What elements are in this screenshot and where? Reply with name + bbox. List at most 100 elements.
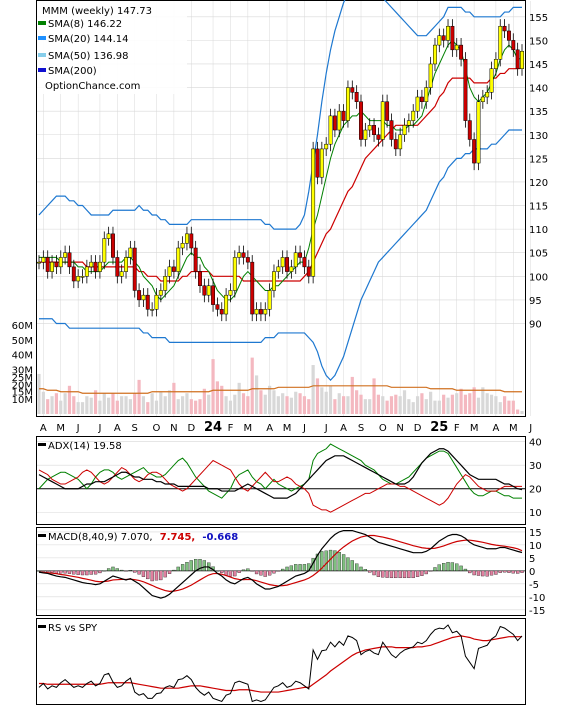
volume-bar xyxy=(302,396,307,414)
candle-body xyxy=(224,294,229,315)
volume-bar xyxy=(341,396,346,414)
volume-bar xyxy=(498,402,502,414)
macd-histogram-bar xyxy=(202,560,207,572)
candle-body xyxy=(459,44,464,60)
candle-body xyxy=(319,148,324,178)
volume-bar xyxy=(107,397,111,414)
macd-histogram-bar xyxy=(394,570,398,579)
macd-histogram-bar xyxy=(468,570,472,574)
volume-bar xyxy=(485,393,489,414)
macd-histogram-bar xyxy=(420,570,424,576)
volume-bar xyxy=(154,400,159,414)
adx-line xyxy=(38,448,523,499)
macd-histogram-bar xyxy=(411,570,415,579)
sma8-line xyxy=(39,39,523,301)
macd-histogram-bar xyxy=(350,560,354,572)
candle-layer xyxy=(37,19,524,322)
price-tick-label: 145 xyxy=(529,60,548,71)
macd-histogram-bar xyxy=(276,570,280,572)
price-tick-label: 115 xyxy=(529,202,548,213)
macd-histogram-bar xyxy=(128,570,133,572)
candle-body xyxy=(354,92,359,102)
minus-di-line xyxy=(38,459,522,513)
macd-histogram-bar xyxy=(315,553,320,572)
volume-bar xyxy=(180,396,185,414)
macd-histogram-bar xyxy=(476,570,481,576)
candle-body xyxy=(424,87,429,102)
volume-bar xyxy=(489,394,494,414)
macd-histogram-bar xyxy=(433,567,437,572)
volume-bar xyxy=(202,388,206,414)
volume-bar xyxy=(37,373,41,414)
price-tick-label: 125 xyxy=(529,154,548,165)
month-label: J xyxy=(76,423,80,434)
volume-bar xyxy=(363,399,367,414)
candle-body xyxy=(228,290,233,296)
macd-histogram-bar xyxy=(63,570,67,574)
volume-bar xyxy=(355,390,359,414)
macd-histogram-bar xyxy=(233,570,237,577)
volume-bar xyxy=(424,399,428,414)
macd-histogram-bar xyxy=(85,570,89,576)
macd-histogram-bar xyxy=(346,557,350,572)
candle-body xyxy=(402,125,407,136)
candle-body xyxy=(54,261,59,268)
macd-histogram-bar xyxy=(267,570,272,576)
volume-bar xyxy=(189,399,193,414)
volume-bar xyxy=(372,378,376,414)
volume-bar xyxy=(124,396,128,414)
legend-swatch-sma50 xyxy=(38,53,46,57)
macd-histogram-bar xyxy=(415,570,420,577)
volume-bar xyxy=(89,397,93,414)
macd-histogram-bar xyxy=(489,570,494,576)
volume-bar xyxy=(46,399,50,414)
month-label: A xyxy=(492,423,499,434)
watermark: OptionChance.com xyxy=(45,81,140,92)
candle-body xyxy=(219,309,224,315)
month-label: F xyxy=(454,423,460,434)
candle-body xyxy=(267,290,272,310)
volume-bar xyxy=(429,391,433,414)
candle-body xyxy=(428,63,433,88)
rs-legend-swatch xyxy=(38,625,46,628)
candle-body xyxy=(498,25,503,60)
candle-body xyxy=(406,120,411,126)
macd-histogram-bar xyxy=(507,570,511,573)
candle-body xyxy=(80,276,85,278)
macd-histogram-bar xyxy=(198,559,202,572)
volume-bar xyxy=(237,382,241,414)
macd-histogram-bar xyxy=(159,570,163,581)
macd-histogram-bar xyxy=(115,568,119,572)
candle-body xyxy=(37,261,41,264)
month-label: A xyxy=(340,423,347,434)
candle-body xyxy=(50,261,55,272)
volume-bar xyxy=(63,393,67,414)
macd-tick-label: 0 xyxy=(529,567,535,578)
macd-histogram-bar xyxy=(437,564,441,572)
macd-histogram-bar xyxy=(46,570,50,572)
candle-body xyxy=(250,261,255,315)
macd-histogram-bar xyxy=(428,570,433,572)
candle-body xyxy=(124,257,128,272)
candle-body xyxy=(115,257,120,277)
volume-bar xyxy=(420,393,424,414)
candle-body xyxy=(154,294,159,310)
macd-histogram-bar xyxy=(402,570,407,579)
candle-body xyxy=(137,290,142,301)
volume-bar xyxy=(389,396,394,414)
month-label: J xyxy=(97,423,101,434)
candle-body xyxy=(232,257,237,291)
volume-bar xyxy=(446,397,450,414)
volume-bar xyxy=(281,393,285,414)
macd-legend-swatch xyxy=(38,534,46,537)
candle-body xyxy=(63,252,68,258)
price-tick-label: 100 xyxy=(529,272,548,283)
sma20-line xyxy=(39,67,523,282)
month-label: M xyxy=(283,423,292,434)
price-tick-label: 95 xyxy=(529,296,542,307)
macd-histogram-bar xyxy=(72,570,76,575)
candle-body xyxy=(285,257,289,272)
volume-bar xyxy=(141,396,146,414)
grid-lines xyxy=(37,1,531,611)
candle-body xyxy=(241,252,246,258)
